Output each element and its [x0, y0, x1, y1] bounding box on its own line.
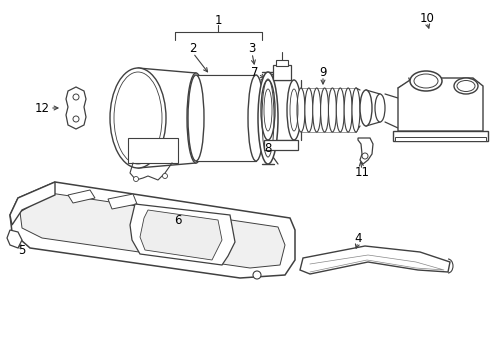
Polygon shape	[10, 182, 295, 278]
Ellipse shape	[248, 75, 264, 161]
Ellipse shape	[188, 75, 204, 161]
Polygon shape	[10, 182, 55, 225]
Bar	[128, 138, 178, 163]
Text: 9: 9	[319, 66, 327, 78]
Text: 11: 11	[354, 166, 369, 179]
Ellipse shape	[187, 73, 205, 163]
Ellipse shape	[375, 94, 385, 122]
Bar	[264, 140, 298, 150]
Text: 12: 12	[34, 102, 49, 114]
Polygon shape	[108, 194, 137, 209]
Ellipse shape	[73, 94, 79, 100]
Polygon shape	[66, 87, 86, 129]
Ellipse shape	[454, 78, 478, 94]
Bar	[196, 75, 256, 161]
Text: 5: 5	[18, 243, 25, 256]
Ellipse shape	[362, 153, 368, 159]
Ellipse shape	[133, 176, 139, 181]
Ellipse shape	[410, 71, 442, 91]
Ellipse shape	[261, 80, 275, 140]
Ellipse shape	[163, 174, 168, 179]
Ellipse shape	[328, 88, 337, 132]
Text: 2: 2	[189, 41, 197, 54]
Polygon shape	[130, 204, 235, 265]
Text: 7: 7	[251, 66, 259, 78]
Polygon shape	[20, 193, 285, 268]
Polygon shape	[393, 131, 488, 141]
Text: 10: 10	[419, 12, 435, 24]
Polygon shape	[395, 137, 486, 141]
Ellipse shape	[297, 88, 305, 132]
Polygon shape	[398, 78, 483, 131]
Ellipse shape	[73, 116, 79, 122]
Ellipse shape	[320, 88, 329, 132]
Bar	[276, 60, 288, 66]
Text: 6: 6	[174, 213, 182, 226]
Polygon shape	[68, 190, 95, 203]
Polygon shape	[300, 246, 450, 274]
Text: 8: 8	[264, 141, 271, 154]
Ellipse shape	[344, 88, 352, 132]
Polygon shape	[7, 230, 22, 248]
Ellipse shape	[336, 88, 344, 132]
Ellipse shape	[313, 88, 321, 132]
Ellipse shape	[110, 68, 166, 168]
Ellipse shape	[305, 88, 313, 132]
Text: 3: 3	[248, 41, 256, 54]
Polygon shape	[140, 210, 222, 260]
Text: 4: 4	[354, 231, 362, 244]
Ellipse shape	[253, 271, 261, 279]
Ellipse shape	[287, 80, 301, 140]
Polygon shape	[358, 138, 373, 164]
Ellipse shape	[258, 72, 278, 164]
Text: 1: 1	[214, 13, 222, 27]
Ellipse shape	[352, 88, 360, 132]
Bar	[273, 65, 291, 80]
Ellipse shape	[360, 90, 372, 126]
